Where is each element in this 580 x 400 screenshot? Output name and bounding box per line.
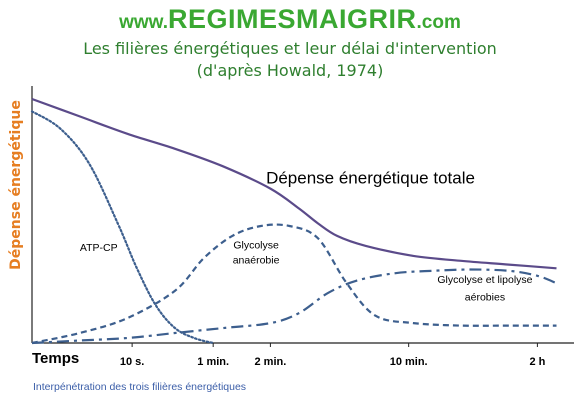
chart-ticks: 10 s. 1 min. 2 min. 10 min. 2 h	[120, 343, 546, 368]
curve-annotation: Glycolyse et lipolyse	[437, 274, 532, 286]
x-tick-label: 2 h	[529, 356, 545, 368]
chart-series	[30, 97, 557, 345]
chart-subtitle: (d'après Howald, 1974)	[196, 61, 384, 80]
site-brand: www.REGIMESMAIGRIR.com	[0, 4, 580, 39]
x-tick-label: 2 min.	[254, 356, 286, 368]
series-line-2	[30, 110, 215, 345]
curve-annotation: anaérobie	[233, 254, 280, 266]
series-line-4	[31, 268, 557, 345]
series-line-3	[31, 223, 557, 345]
curve-annotation: Dépense énergétique totale	[266, 169, 475, 188]
curve-annotation: aérobies	[465, 292, 505, 304]
x-axis-label: Temps	[32, 350, 80, 367]
x-tick-label: 1 min.	[197, 356, 229, 368]
chart-axes	[31, 86, 574, 344]
series-line-1	[31, 97, 557, 270]
chart-annotations: Dépense énergétique totale ATP-CP Glycolys…	[80, 169, 533, 304]
chart-title: Les filières énergétiques et leur délai …	[83, 39, 497, 58]
x-tick-label: 10 s.	[120, 356, 144, 368]
curve-annotation: Glycolyse	[233, 239, 279, 251]
x-tick-label: 10 min.	[390, 356, 428, 368]
curve-annotation: ATP-CP	[80, 242, 118, 254]
caption: Interpénétration des trois filières éner…	[33, 381, 247, 393]
brand-suffix: .com	[416, 12, 461, 33]
brand-name: REGIMESMAIGRIR	[168, 4, 417, 34]
brand-prefix: www.	[119, 12, 169, 33]
